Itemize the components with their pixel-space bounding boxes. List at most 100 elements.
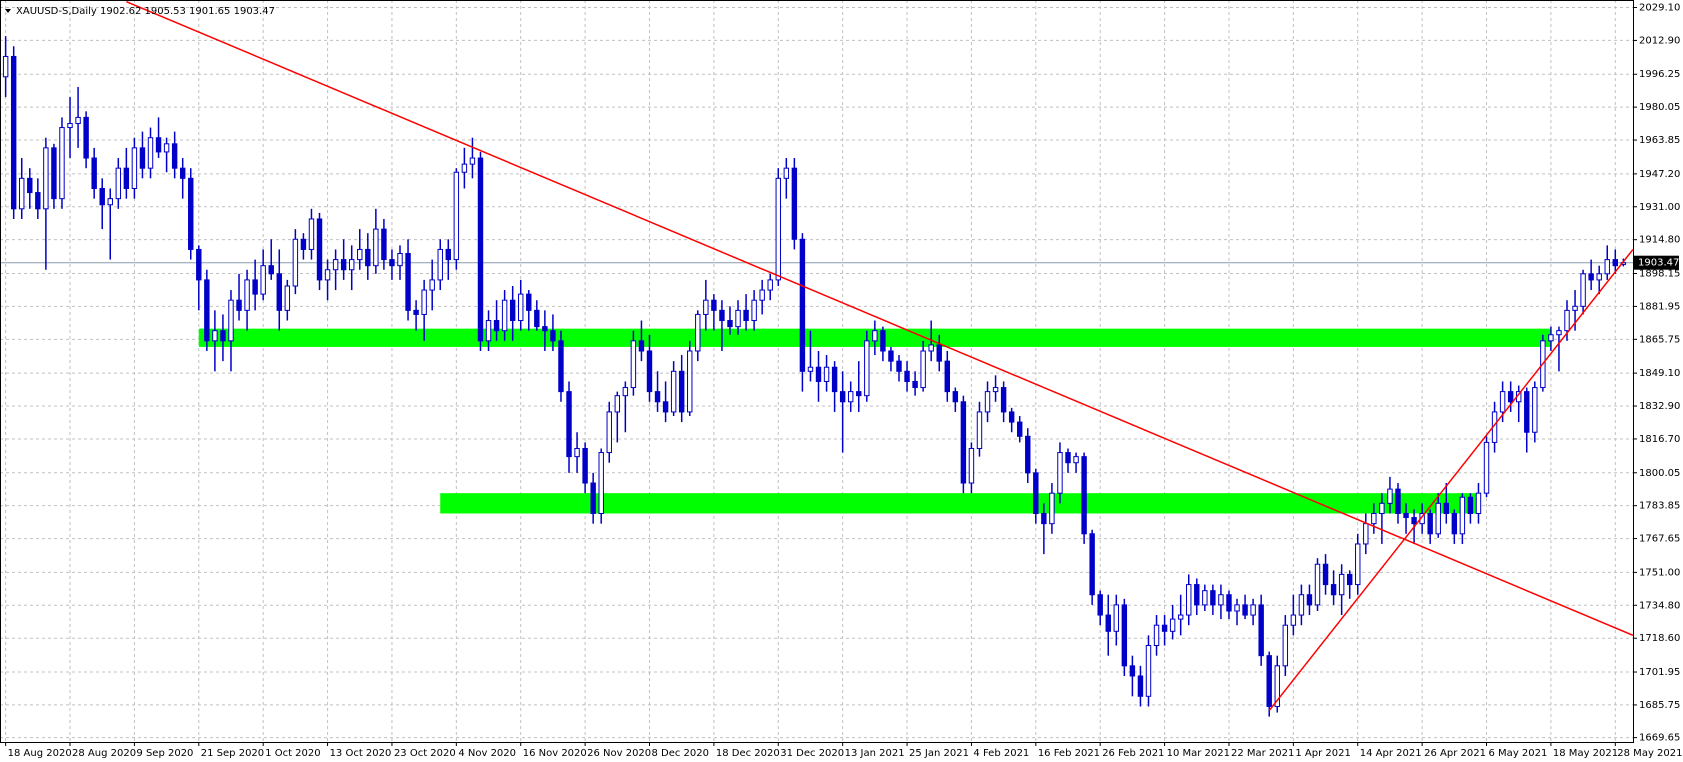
x-tick-label: 13 Oct 2020 — [330, 748, 392, 759]
candle-body — [1556, 330, 1562, 336]
candle-body — [485, 320, 492, 342]
y-tick-label: 1865.75 — [1639, 334, 1680, 345]
candle-body — [260, 265, 266, 295]
y-tick-label: 2012.90 — [1639, 35, 1680, 46]
candle-body — [365, 248, 371, 267]
candle-body — [976, 411, 983, 449]
candle-body — [695, 313, 701, 352]
y-tick-label: 1685.75 — [1639, 700, 1680, 711]
candle-body — [1499, 391, 1506, 413]
current-price-label: 1903.47 — [1638, 258, 1679, 269]
x-tick-label: 8 Dec 2020 — [651, 748, 709, 759]
candle-body — [654, 391, 661, 403]
x-tick-label: 23 Oct 2020 — [394, 748, 456, 759]
candle-body — [59, 127, 65, 200]
candle-body — [509, 299, 516, 322]
y-tick-label: 1734.80 — [1639, 600, 1680, 611]
candle-body — [1467, 496, 1474, 514]
y-tick-label: 1751.00 — [1639, 567, 1680, 578]
candle-body — [1258, 604, 1264, 657]
candle-body — [1242, 604, 1248, 616]
candle-body — [598, 452, 604, 514]
candle-body — [534, 309, 540, 328]
candle-body — [501, 299, 508, 332]
y-tick-label: 1980.05 — [1639, 102, 1680, 113]
menu-arrow — [5, 9, 11, 13]
x-tick-label: 13 Jan 2021 — [845, 748, 905, 759]
candle-body — [896, 360, 902, 372]
candle-body — [1226, 594, 1232, 612]
candle-body — [1572, 305, 1578, 311]
candle-body — [1451, 512, 1458, 535]
candle-body — [300, 238, 307, 250]
candle-body — [1355, 543, 1361, 586]
candle-body — [582, 447, 588, 484]
candle-body — [831, 366, 838, 393]
candle-body — [316, 218, 323, 281]
candle-body — [268, 265, 274, 275]
candle-body — [397, 252, 403, 267]
candle-body — [188, 177, 194, 250]
candle-body — [1017, 421, 1023, 437]
candle-body — [1363, 523, 1369, 545]
x-tick-label: 26 Nov 2020 — [587, 748, 651, 759]
candle-body — [1105, 614, 1111, 632]
candle-body — [888, 350, 894, 362]
candle-body — [373, 228, 379, 267]
candle-body — [526, 293, 532, 311]
y-tick-label: 1800.05 — [1639, 468, 1680, 479]
candle-body — [1290, 614, 1297, 626]
candle-body — [775, 177, 781, 281]
candle-body — [1113, 604, 1120, 632]
candle-body — [735, 309, 741, 328]
candle-body — [936, 344, 942, 362]
candle-body — [614, 395, 621, 413]
candle-body — [292, 238, 299, 287]
y-tick-label: 1767.65 — [1639, 534, 1680, 545]
candle-body — [19, 177, 25, 210]
candle-body — [405, 252, 411, 311]
candle-body — [542, 326, 548, 332]
y-tick-label: 1816.70 — [1639, 434, 1680, 445]
candle-body — [477, 157, 484, 342]
candle-body — [115, 167, 122, 200]
candle-body — [872, 330, 878, 342]
candle-body — [1129, 665, 1136, 677]
candle-body — [204, 279, 210, 342]
candle-body — [67, 122, 73, 129]
candle-body — [1145, 645, 1152, 697]
candle-body — [413, 309, 419, 315]
y-tick-label: 1947.20 — [1639, 169, 1680, 180]
candle-body — [743, 309, 749, 322]
candle-body — [155, 137, 162, 153]
x-tick-label: 21 Sep 2020 — [201, 748, 264, 759]
candle-body — [107, 198, 113, 206]
x-tick-label: 28 May 2021 — [1617, 748, 1682, 759]
candle-body — [912, 380, 918, 389]
candle-body — [904, 370, 910, 382]
candle-body — [1065, 452, 1071, 464]
candle-body — [196, 248, 202, 281]
candle-body — [1459, 496, 1466, 535]
candle-body — [171, 143, 178, 169]
candle-body — [1524, 391, 1530, 433]
candle-body — [123, 167, 130, 189]
candle-body — [276, 273, 282, 311]
candle-body — [1033, 472, 1039, 514]
candle-body — [1330, 584, 1337, 596]
candle-body — [340, 259, 347, 271]
candle-body — [719, 309, 725, 322]
x-tick-label: 6 May 2021 — [1489, 748, 1548, 759]
candle-body — [1218, 594, 1224, 606]
candle-body — [1137, 675, 1144, 697]
candle-body — [1435, 502, 1441, 535]
candle-body — [1049, 492, 1055, 525]
y-tick-label: 1914.80 — [1639, 235, 1680, 246]
candle-body — [687, 350, 693, 413]
support-zone — [440, 493, 1479, 514]
y-tick-label: 2029.10 — [1639, 3, 1680, 14]
candle-body — [928, 344, 934, 352]
candle-body — [1161, 624, 1168, 632]
candle-body — [332, 259, 339, 271]
y-tick-label: 1881.95 — [1639, 301, 1680, 312]
